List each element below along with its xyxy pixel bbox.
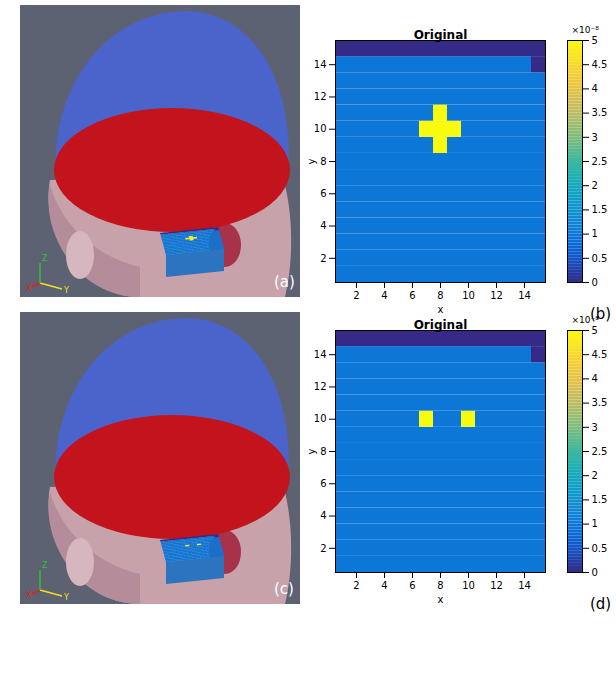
svg-text:12: 12 [314, 91, 327, 102]
svg-text:8: 8 [437, 580, 443, 591]
svg-text:2.5: 2.5 [592, 156, 608, 167]
svg-text:2: 2 [320, 252, 326, 263]
svg-text:10: 10 [314, 123, 327, 134]
svg-text:y: y [306, 448, 317, 454]
svg-text:14: 14 [314, 349, 327, 360]
svg-text:0: 0 [592, 277, 598, 288]
svg-text:8: 8 [320, 446, 326, 457]
svg-text:2: 2 [320, 543, 326, 554]
svg-text:Y: Y [63, 593, 69, 602]
html-text:(b): (b) [590, 305, 612, 323]
svg-text:y: y [306, 158, 317, 164]
svg-text:8: 8 [320, 156, 326, 167]
svg-text:10: 10 [462, 290, 475, 301]
svg-text:6: 6 [320, 188, 326, 199]
svg-text:12: 12 [490, 290, 503, 301]
svg-text:5: 5 [592, 325, 598, 336]
svg-text:6: 6 [409, 290, 415, 301]
svg-text:14: 14 [314, 59, 327, 70]
svg-text:3: 3 [592, 132, 598, 143]
svg-text:x: x [438, 304, 444, 315]
svg-text:1: 1 [592, 228, 598, 239]
svg-text:8: 8 [437, 290, 443, 301]
svg-text:X: X [26, 591, 32, 600]
svg-text:0.5: 0.5 [592, 543, 608, 554]
html-text:(a): (a) [274, 273, 295, 291]
svg-text:Y: Y [63, 286, 69, 295]
svg-text:5: 5 [592, 35, 598, 46]
svg-text:6: 6 [409, 580, 415, 591]
svg-text:2.5: 2.5 [592, 446, 608, 457]
svg-text:Original: Original [414, 318, 468, 332]
svg-text:4.5: 4.5 [592, 349, 608, 360]
svg-text:Z: Z [42, 254, 48, 263]
svg-text:Z: Z [42, 561, 48, 570]
svg-text:0.5: 0.5 [592, 252, 608, 263]
svg-text:2: 2 [592, 470, 598, 481]
svg-text:1.5: 1.5 [592, 494, 608, 505]
svg-text:1: 1 [592, 518, 598, 529]
svg-text:14: 14 [518, 580, 531, 591]
svg-text:3: 3 [592, 422, 598, 433]
svg-text:x: x [438, 594, 444, 605]
svg-text:Original: Original [414, 28, 468, 42]
svg-text:6: 6 [320, 478, 326, 489]
svg-text:2: 2 [353, 580, 359, 591]
svg-text:4: 4 [592, 83, 598, 94]
svg-text:4: 4 [320, 510, 326, 521]
svg-text:2: 2 [353, 290, 359, 301]
html-text:(d): (d) [590, 595, 612, 613]
svg-text:3.5: 3.5 [592, 107, 608, 118]
svg-text:X: X [26, 284, 32, 293]
svg-text:4: 4 [320, 220, 326, 231]
svg-text:12: 12 [490, 580, 503, 591]
svg-text:×10⁻⁸: ×10⁻⁸ [572, 25, 600, 35]
svg-text:10: 10 [462, 580, 475, 591]
svg-text:14: 14 [518, 290, 531, 301]
svg-text:×10⁻⁸: ×10⁻⁸ [572, 315, 600, 325]
svg-text:2: 2 [592, 180, 598, 191]
svg-text:10: 10 [314, 413, 327, 424]
html-text:(c): (c) [274, 580, 294, 598]
svg-text:1.5: 1.5 [592, 204, 608, 215]
svg-text:0: 0 [592, 567, 598, 578]
svg-text:4: 4 [381, 290, 387, 301]
svg-text:4: 4 [381, 580, 387, 591]
svg-text:3.5: 3.5 [592, 397, 608, 408]
svg-text:4: 4 [592, 373, 598, 384]
svg-text:4.5: 4.5 [592, 59, 608, 70]
svg-text:12: 12 [314, 381, 327, 392]
